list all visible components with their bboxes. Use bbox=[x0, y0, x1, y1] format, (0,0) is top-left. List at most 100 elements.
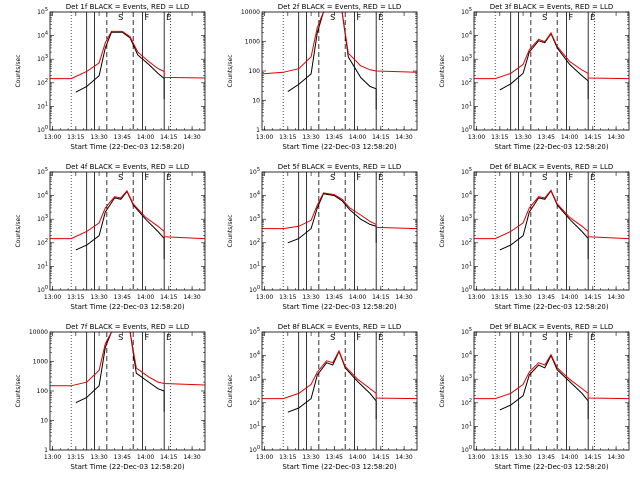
y-tick-label: 100 bbox=[461, 285, 472, 294]
x-tick-label: 13:45 bbox=[538, 454, 555, 461]
y-tick-label: 104 bbox=[461, 191, 472, 200]
y-tick-label: 105 bbox=[461, 7, 472, 16]
chart-panel-det-2: Det 2f BLACK = Events, RED = LLD Counts/s… bbox=[227, 3, 418, 151]
y-axis-label: Counts/sec bbox=[439, 214, 446, 247]
x-tick-label: 13:30 bbox=[90, 454, 107, 461]
x-tick-label: 14:00 bbox=[137, 294, 154, 301]
x-axis-label: Start Time (22-Dec-03 12:58:20) bbox=[494, 143, 608, 151]
x-tick-label: 13:15 bbox=[279, 294, 296, 301]
y-tick-label: 1000 bbox=[245, 39, 260, 46]
x-axis-label: Start Time (22-Dec-03 12:58:20) bbox=[282, 303, 396, 311]
x-tick-label: 13:15 bbox=[491, 134, 508, 141]
y-tick-label: 100 bbox=[37, 125, 48, 134]
x-tick-label: 13:00 bbox=[468, 294, 485, 301]
x-tick-label: 14:30 bbox=[183, 294, 200, 301]
y-tick-label: 10 bbox=[252, 98, 260, 105]
marker-letter-s: S bbox=[330, 13, 335, 22]
y-tick-label: 102 bbox=[249, 238, 260, 247]
series-line-lld bbox=[474, 353, 629, 400]
series-line-events bbox=[75, 190, 165, 260]
x-tick-label: 14:00 bbox=[137, 134, 154, 141]
y-tick-label: 105 bbox=[249, 327, 260, 336]
x-tick-label: 14:15 bbox=[160, 294, 177, 301]
marker-letter-s: S bbox=[118, 333, 123, 342]
chart-panel-det-5: Det 5f BLACK = Events, RED = LLD Counts/s… bbox=[227, 163, 418, 311]
y-tick-label: 103 bbox=[461, 54, 472, 63]
marker-letter-f: F bbox=[568, 173, 573, 182]
x-tick-label: 14:30 bbox=[395, 454, 412, 461]
y-tick-label: 100 bbox=[461, 125, 472, 134]
series-line-events bbox=[287, 193, 377, 244]
marker-letter-e: E bbox=[166, 13, 171, 22]
y-tick-label: 103 bbox=[37, 54, 48, 63]
marker-letter-f: F bbox=[568, 333, 573, 342]
y-tick-label: 104 bbox=[249, 191, 260, 200]
marker-letter-s: S bbox=[542, 13, 547, 22]
x-tick-label: 13:30 bbox=[302, 454, 319, 461]
y-tick-label: 103 bbox=[249, 214, 260, 223]
plot-frame bbox=[49, 331, 206, 451]
marker-letter-s: S bbox=[542, 173, 547, 182]
marker-letter-f: F bbox=[144, 13, 149, 22]
series-line-lld bbox=[50, 332, 205, 387]
x-tick-label: 13:15 bbox=[491, 454, 508, 461]
y-tick-label: 100 bbox=[249, 285, 260, 294]
marker-letter-e: E bbox=[378, 13, 383, 22]
x-tick-label: 14:15 bbox=[584, 134, 601, 141]
marker-letter-e: E bbox=[378, 173, 383, 182]
chart-panel-det-7: Det 7f BLACK = Events, RED = LLD Counts/s… bbox=[15, 323, 206, 471]
marker-letter-s: S bbox=[542, 333, 547, 342]
y-tick-label: 102 bbox=[461, 398, 472, 407]
y-tick-label: 100 bbox=[37, 285, 48, 294]
series-line-lld bbox=[474, 189, 629, 240]
x-tick-label: 14:15 bbox=[372, 134, 389, 141]
y-tick-label: 100 bbox=[249, 68, 261, 75]
plot-frame bbox=[49, 11, 206, 131]
y-tick-label: 105 bbox=[249, 167, 260, 176]
y-tick-label: 105 bbox=[37, 7, 48, 16]
y-axis-label: Counts/sec bbox=[439, 54, 446, 87]
marker-letter-e: E bbox=[166, 333, 171, 342]
y-tick-label: 101 bbox=[249, 421, 260, 430]
x-tick-label: 14:15 bbox=[372, 294, 389, 301]
x-tick-label: 13:15 bbox=[67, 294, 84, 301]
y-axis-label: Counts/sec bbox=[227, 54, 234, 87]
marker-letter-f: F bbox=[356, 173, 361, 182]
x-axis-label: Start Time (22-Dec-03 12:58:20) bbox=[494, 303, 608, 311]
y-tick-label: 1 bbox=[44, 447, 48, 454]
plot-frame bbox=[473, 171, 630, 291]
marker-letter-e: E bbox=[378, 333, 383, 342]
plot-frame bbox=[261, 171, 418, 291]
x-axis-label: Start Time (22-Dec-03 12:58:20) bbox=[70, 463, 184, 471]
plot-frame bbox=[261, 11, 418, 131]
x-axis-label: Start Time (22-Dec-03 12:58:20) bbox=[282, 463, 396, 471]
y-tick-label: 101 bbox=[249, 261, 260, 270]
x-tick-label: 13:15 bbox=[279, 454, 296, 461]
x-tick-label: 13:30 bbox=[514, 294, 531, 301]
series-line-lld bbox=[262, 12, 417, 75]
x-tick-label: 13:45 bbox=[326, 134, 343, 141]
x-tick-label: 13:45 bbox=[114, 294, 131, 301]
x-tick-label: 13:30 bbox=[90, 134, 107, 141]
x-tick-label: 13:00 bbox=[256, 134, 273, 141]
y-tick-label: 100 bbox=[37, 388, 49, 395]
x-tick-label: 14:30 bbox=[607, 294, 624, 301]
x-axis-label: Start Time (22-Dec-03 12:58:20) bbox=[282, 143, 396, 151]
series-line-events bbox=[499, 189, 589, 260]
x-tick-label: 14:30 bbox=[183, 454, 200, 461]
x-tick-label: 13:30 bbox=[302, 134, 319, 141]
y-tick-label: 101 bbox=[461, 101, 472, 110]
series-line-lld bbox=[474, 31, 629, 80]
marker-letter-e: E bbox=[166, 173, 171, 182]
x-tick-label: 14:00 bbox=[349, 294, 366, 301]
x-tick-label: 13:00 bbox=[44, 454, 61, 461]
x-tick-label: 14:30 bbox=[395, 294, 412, 301]
chart-title: Det 2f BLACK = Events, RED = LLD bbox=[278, 3, 401, 11]
marker-letter-s: S bbox=[118, 173, 123, 182]
x-tick-label: 14:30 bbox=[395, 134, 412, 141]
y-tick-label: 1000 bbox=[33, 359, 48, 366]
marker-letter-s: S bbox=[118, 13, 123, 22]
x-tick-label: 13:00 bbox=[468, 134, 485, 141]
y-tick-label: 103 bbox=[37, 214, 48, 223]
x-tick-label: 13:00 bbox=[44, 294, 61, 301]
